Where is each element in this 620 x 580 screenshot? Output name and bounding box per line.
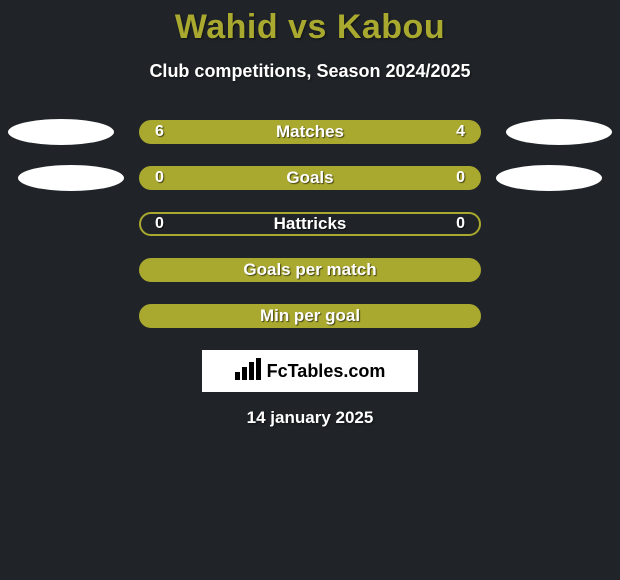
stat-row: 0 Goals 0 xyxy=(0,166,620,190)
comparison-infographic: Wahid vs Kabou Club competitions, Season… xyxy=(0,0,620,428)
stat-label: Hattricks xyxy=(274,214,347,234)
stat-value-right: 0 xyxy=(456,169,465,187)
bars-icon xyxy=(235,358,261,385)
player-ellipse-right xyxy=(496,165,602,191)
stat-bar: Goals per match xyxy=(139,258,481,282)
stat-bar: 6 Matches 4 xyxy=(139,120,481,144)
date-text: 14 january 2025 xyxy=(247,408,374,428)
player-ellipse-left xyxy=(18,165,124,191)
stat-label: Min per goal xyxy=(260,306,360,326)
stat-label: Goals per match xyxy=(243,260,376,280)
stat-bar: 0 Goals 0 xyxy=(139,166,481,190)
stat-value-left: 0 xyxy=(155,169,164,187)
stat-row: 0 Hattricks 0 xyxy=(0,212,620,236)
season-subtitle: Club competitions, Season 2024/2025 xyxy=(149,61,470,82)
watermark-badge: FcTables.com xyxy=(202,350,418,392)
player-ellipse-right xyxy=(506,119,612,145)
stat-value-left: 6 xyxy=(155,123,164,141)
page-title: Wahid vs Kabou xyxy=(175,8,445,47)
stat-value-right: 0 xyxy=(456,215,465,233)
stat-rows: 6 Matches 4 0 Goals 0 0 Hattricks 0 Goals per mat… xyxy=(0,120,620,328)
player-ellipse-left xyxy=(8,119,114,145)
stat-row: 6 Matches 4 xyxy=(0,120,620,144)
stat-value-left: 0 xyxy=(155,215,164,233)
stat-bar: Min per goal xyxy=(139,304,481,328)
stat-row: Min per goal xyxy=(0,304,620,328)
stat-bar: 0 Hattricks 0 xyxy=(139,212,481,236)
watermark-text: FcTables.com xyxy=(267,361,386,382)
stat-row: Goals per match xyxy=(0,258,620,282)
stat-label: Matches xyxy=(276,122,344,142)
stat-value-right: 4 xyxy=(456,123,465,141)
stat-label: Goals xyxy=(286,168,333,188)
